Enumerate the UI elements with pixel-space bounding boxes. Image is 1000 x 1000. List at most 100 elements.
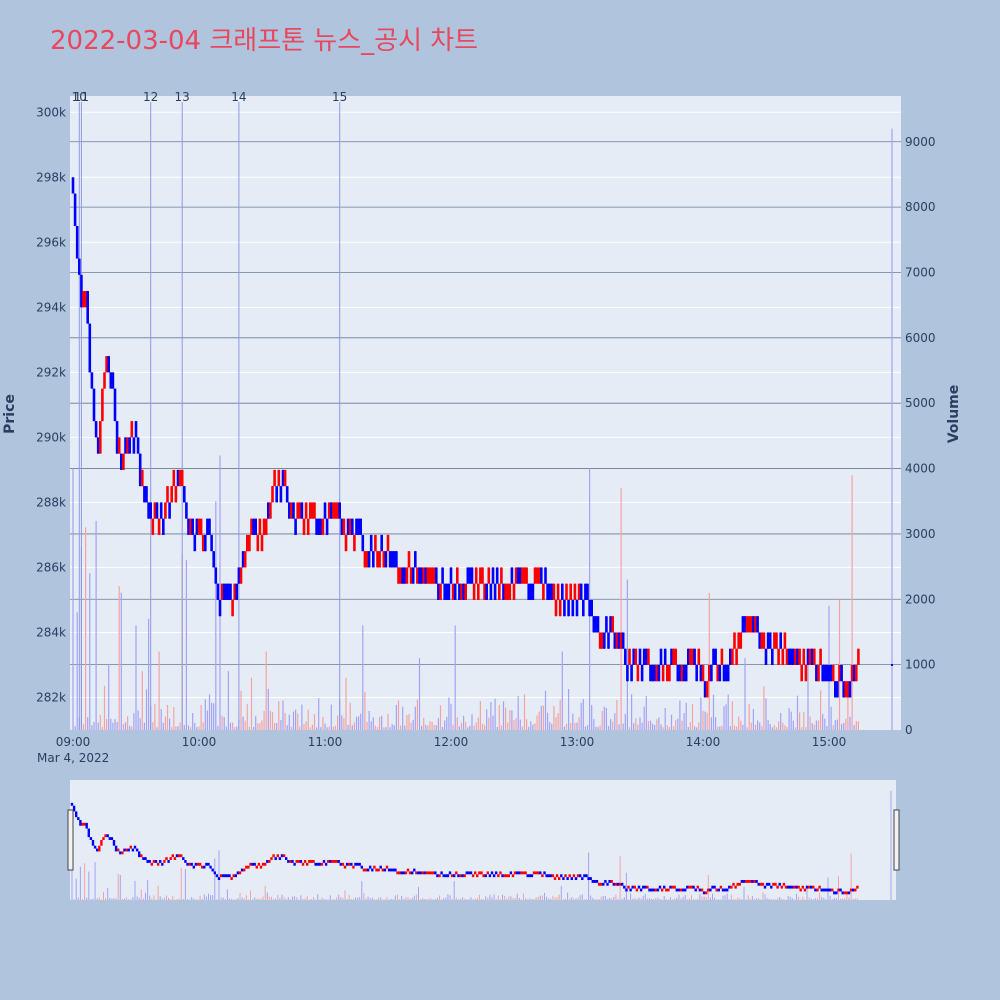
candle-body: [668, 664, 671, 682]
mini-volume-bar: [806, 888, 808, 900]
candle-body: [376, 551, 379, 568]
range-slider-right-handle[interactable]: [893, 809, 900, 871]
mini-volume-bar: [672, 899, 674, 900]
candle-body: [483, 583, 486, 600]
mini-candle: [570, 877, 573, 880]
volume-bar: [97, 722, 99, 730]
mini-volume-bar: [294, 896, 296, 900]
volume-bar: [691, 704, 694, 730]
volume-bar: [658, 717, 660, 730]
candle-body: [752, 616, 755, 633]
candle-body: [327, 502, 331, 519]
mini-candle: [282, 854, 286, 858]
candle-body: [703, 681, 707, 698]
candle-body: [653, 664, 656, 682]
candle-body: [229, 583, 232, 600]
volume-bar: [639, 717, 641, 730]
mini-candle: [213, 871, 216, 875]
candle-body: [603, 632, 606, 649]
mini-candle: [450, 874, 454, 878]
mini-volume-bar: [271, 896, 272, 900]
candle-body: [726, 664, 730, 682]
volume-bar: [505, 707, 507, 730]
mini-candle: [356, 862, 359, 866]
mini-candle: [364, 868, 368, 872]
mini-volume-bar: [760, 899, 762, 900]
candle-body: [613, 632, 617, 649]
mini-volume-bar: [638, 897, 640, 900]
mini-candle: [209, 865, 212, 869]
mini-candle: [635, 888, 639, 892]
candle-body: [243, 551, 247, 568]
volume-bar: [786, 727, 788, 730]
volume-bar: [267, 688, 269, 730]
volume-bar: [544, 690, 547, 730]
mini-candle: [551, 874, 555, 878]
volume-bar: [379, 716, 381, 730]
mini-candle: [509, 871, 513, 875]
mini-volume-bar: [170, 899, 172, 900]
volume-bar: [685, 702, 687, 730]
mini-candle: [740, 880, 744, 883]
volume-bar: [324, 723, 326, 730]
mini-volume-bar: [281, 894, 283, 900]
volume-bar: [811, 723, 813, 730]
candle-body: [479, 567, 482, 584]
mini-volume-bar: [733, 899, 734, 900]
mini-candle: [203, 865, 206, 869]
volume-bar: [576, 722, 578, 730]
mini-volume-bar: [174, 899, 176, 900]
volume-bar: [355, 716, 358, 730]
candle-body: [651, 664, 654, 682]
candle-body: [122, 453, 125, 470]
volume-bar: [624, 713, 626, 730]
mini-volume-bar: [285, 899, 287, 900]
volume-bar: [838, 599, 841, 730]
candle-body: [626, 664, 629, 682]
candle-body: [414, 551, 417, 568]
volume-bar: [439, 705, 442, 730]
candle-body: [294, 518, 297, 535]
volume-bar: [496, 726, 498, 730]
candle-body: [636, 664, 640, 682]
mini-candle: [138, 851, 141, 858]
volume-bar: [412, 720, 414, 730]
volume-bar: [177, 726, 179, 730]
news-label: 11: [74, 90, 89, 104]
candle-body: [168, 502, 171, 519]
candle-body: [771, 648, 774, 665]
mini-volume-bar: [787, 896, 789, 900]
mini-volume-bar: [644, 893, 646, 900]
volume-bar: [759, 722, 761, 730]
candle-body: [162, 518, 165, 535]
mini-candle: [177, 854, 181, 858]
volume-bar: [368, 710, 370, 730]
candle-body: [166, 486, 169, 503]
mini-volume-bar: [203, 894, 205, 900]
range-slider-background[interactable]: [70, 780, 896, 900]
volume-bar: [549, 722, 551, 730]
candle-body: [477, 583, 480, 600]
mini-volume-bar: [617, 898, 619, 900]
volume-bar: [479, 701, 481, 730]
volume-bar: [515, 718, 517, 730]
volume-bar: [341, 715, 343, 730]
mini-candle: [127, 848, 130, 852]
range-slider-left-handle[interactable]: [67, 809, 74, 871]
candle-body: [815, 664, 818, 682]
mini-candle: [243, 868, 246, 872]
mini-volume-bar: [514, 897, 516, 900]
mini-volume-bar: [121, 898, 123, 900]
mini-candle: [816, 888, 819, 892]
mini-volume-bar: [607, 899, 608, 900]
volume-bar: [158, 651, 160, 730]
mini-volume-bar: [355, 897, 356, 900]
mini-volume-bar: [487, 897, 489, 900]
mini-volume-bar: [352, 898, 354, 900]
mini-candle: [171, 854, 174, 858]
mini-candle: [379, 865, 382, 869]
candle-body: [735, 648, 738, 665]
mini-candle: [681, 888, 685, 892]
mini-volume-bar: [218, 850, 220, 900]
mini-candle: [274, 857, 277, 860]
